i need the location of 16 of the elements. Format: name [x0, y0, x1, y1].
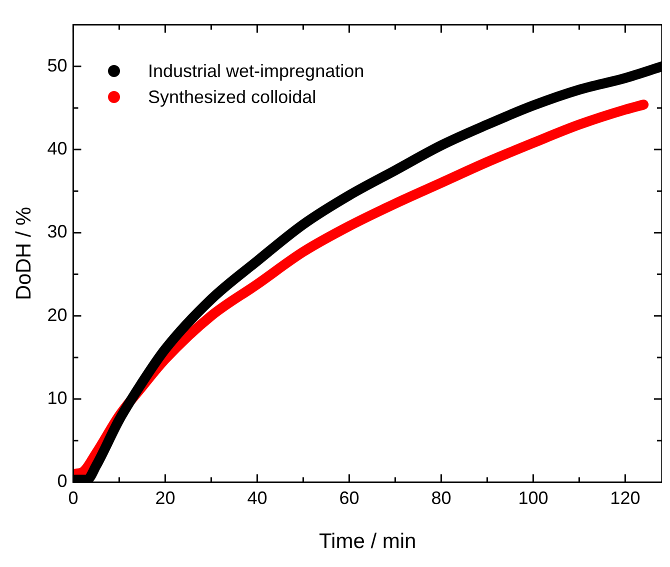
x-tick-label: 40: [247, 488, 268, 508]
x-tick-label: 100: [518, 488, 548, 508]
legend-label: Industrial wet-impregnation: [148, 60, 364, 83]
legend-label: Synthesized colloidal: [148, 86, 316, 109]
y-tick-label: 0: [57, 471, 68, 492]
y-tick-label: 40: [47, 138, 68, 159]
x-tick-label: 120: [610, 488, 640, 508]
x-tick-label: 20: [155, 488, 176, 508]
x-tick-label: 80: [431, 488, 452, 508]
y-tick-label: 10: [47, 388, 68, 408]
y-axis-title: DoDH / %: [12, 206, 36, 300]
x-axis-title: Time / min: [318, 530, 416, 554]
y-tick-label: 30: [47, 222, 68, 242]
y-tick-label: 20: [47, 304, 68, 325]
y-tick-label: 50: [47, 55, 68, 76]
x-tick-label: 60: [339, 488, 360, 508]
